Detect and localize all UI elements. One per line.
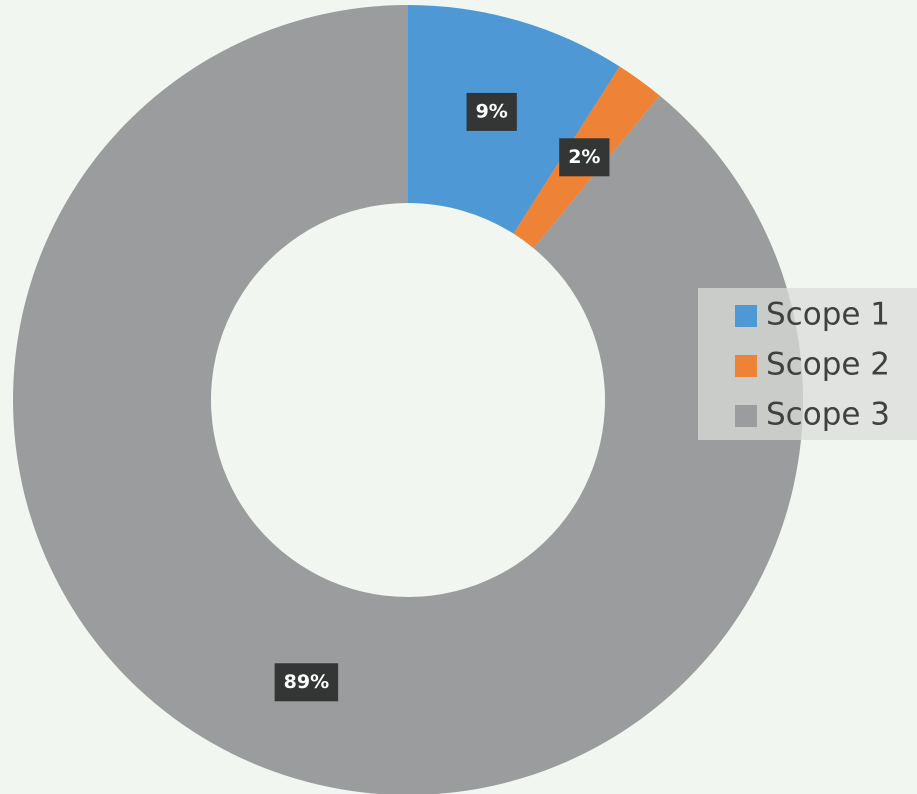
slice xyxy=(13,5,803,794)
legend-swatch xyxy=(735,405,757,427)
data-label-box xyxy=(466,92,517,131)
data-label-text: 89% xyxy=(284,671,329,693)
data-label: 89% xyxy=(274,663,339,702)
legend-label: Scope 1 xyxy=(766,297,890,333)
data-label-box xyxy=(559,138,610,177)
legend-label: Scope 2 xyxy=(766,347,890,383)
data-label: 9% xyxy=(466,92,517,131)
legend-box xyxy=(698,288,917,440)
data-labels: 9% 2% 89% xyxy=(274,92,610,702)
legend-label: Scope 3 xyxy=(766,397,890,433)
data-label-text: 9% xyxy=(476,100,508,122)
data-label: 2% xyxy=(559,138,610,177)
legend: Scope 1 Scope 2 Scope 3 xyxy=(735,297,890,433)
legend-swatch xyxy=(735,355,757,377)
data-label-text: 2% xyxy=(568,146,600,168)
data-label-box xyxy=(274,663,339,702)
legend-swatch xyxy=(735,305,757,327)
